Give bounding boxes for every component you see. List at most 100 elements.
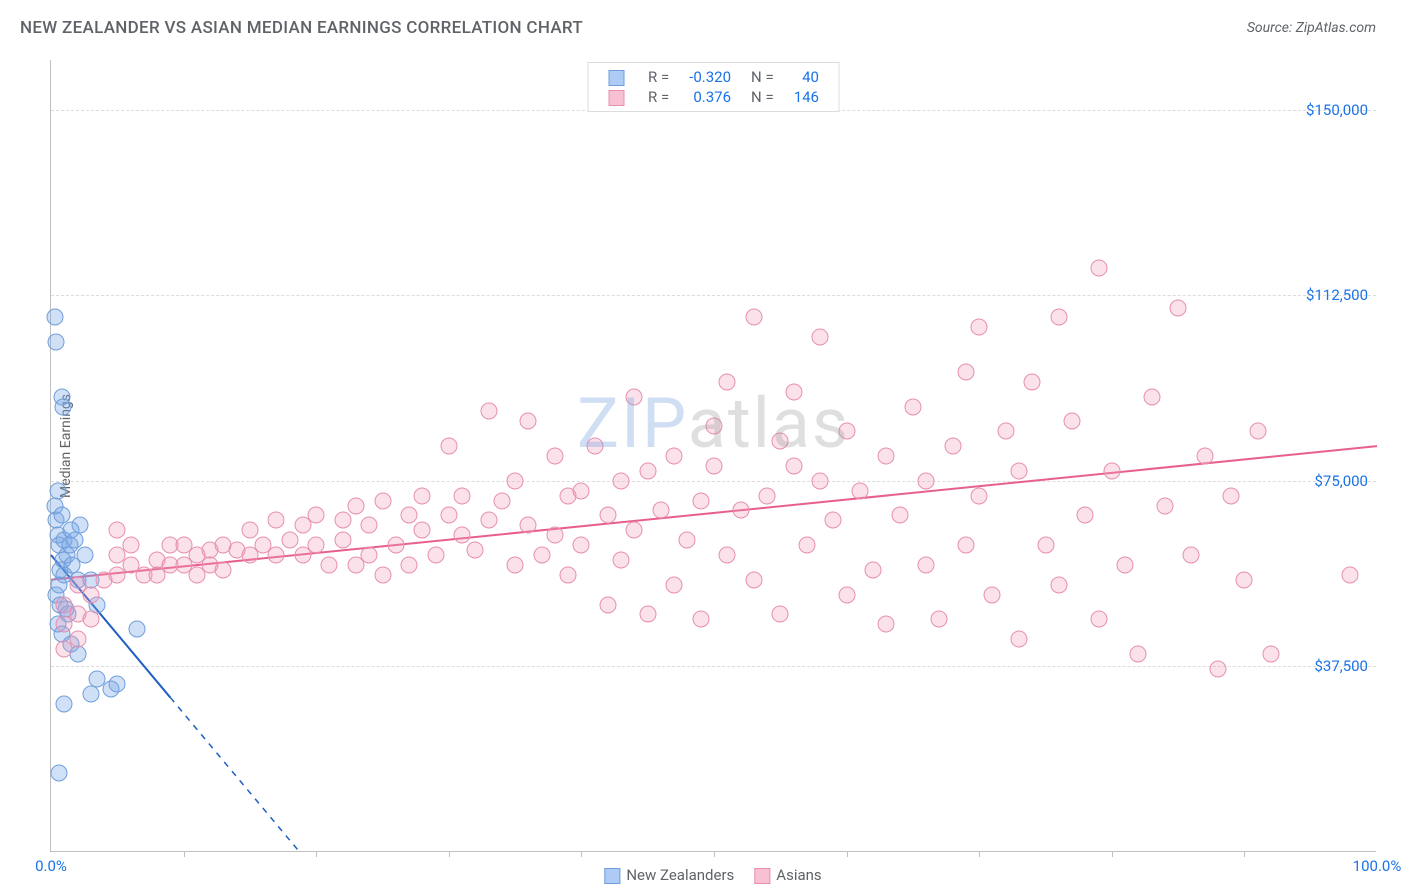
data-point: [308, 537, 325, 554]
data-point: [308, 507, 325, 524]
data-point: [838, 423, 855, 440]
data-point: [427, 547, 444, 564]
data-point: [626, 388, 643, 405]
data-point: [984, 586, 1001, 603]
data-point: [1223, 487, 1240, 504]
data-point: [334, 532, 351, 549]
data-point: [361, 547, 378, 564]
data-point: [944, 438, 961, 455]
data-point: [865, 561, 882, 578]
data-point: [49, 482, 66, 499]
data-point: [493, 492, 510, 509]
data-point: [56, 695, 73, 712]
data-point: [1143, 388, 1160, 405]
data-point: [480, 512, 497, 529]
data-point: [507, 556, 524, 573]
data-point: [546, 527, 563, 544]
data-point: [215, 561, 232, 578]
data-point: [241, 522, 258, 539]
data-point: [812, 329, 829, 346]
data-point: [573, 482, 590, 499]
data-point: [706, 418, 723, 435]
legend-row: R =0.376N =146: [598, 87, 829, 107]
data-point: [719, 547, 736, 564]
data-point: [401, 556, 418, 573]
data-point: [798, 537, 815, 554]
data-point: [1196, 448, 1213, 465]
data-point: [692, 492, 709, 509]
data-point: [878, 448, 895, 465]
data-point: [851, 482, 868, 499]
data-point: [1170, 299, 1187, 316]
data-point: [613, 551, 630, 568]
data-point: [281, 532, 298, 549]
data-point: [772, 606, 789, 623]
data-point: [520, 413, 537, 430]
data-point: [546, 448, 563, 465]
data-point: [971, 487, 988, 504]
data-point: [56, 641, 73, 658]
data-point: [109, 522, 126, 539]
data-point: [321, 556, 338, 573]
data-point: [480, 403, 497, 420]
data-point: [666, 576, 683, 593]
data-point: [1117, 556, 1134, 573]
data-point: [401, 507, 418, 524]
data-point: [334, 512, 351, 529]
data-point: [613, 472, 630, 489]
data-point: [573, 537, 590, 554]
data-point: [1050, 309, 1067, 326]
data-point: [639, 606, 656, 623]
data-point: [1090, 611, 1107, 628]
legend-label: New Zealanders: [626, 866, 734, 884]
data-point: [918, 472, 935, 489]
data-point: [440, 438, 457, 455]
data-point: [1130, 646, 1147, 663]
data-point: [69, 576, 86, 593]
trendlines: [51, 60, 1377, 852]
x-tick-label: 100.0%: [1353, 857, 1402, 875]
data-point: [414, 522, 431, 539]
legend-swatch: [604, 868, 620, 884]
data-point: [1010, 462, 1027, 479]
data-point: [891, 507, 908, 524]
data-point: [745, 309, 762, 326]
data-point: [46, 309, 63, 326]
data-point: [679, 532, 696, 549]
data-point: [759, 487, 776, 504]
data-point: [838, 586, 855, 603]
data-point: [374, 566, 391, 583]
data-point: [268, 512, 285, 529]
data-point: [1262, 646, 1279, 663]
data-point: [560, 566, 577, 583]
data-point: [918, 556, 935, 573]
data-point: [82, 611, 99, 628]
data-point: [772, 433, 789, 450]
source-label: Source: ZipAtlas.com: [1247, 20, 1376, 36]
data-point: [533, 547, 550, 564]
data-point: [48, 334, 65, 351]
data-point: [1236, 571, 1253, 588]
data-point: [706, 457, 723, 474]
legend-row: R =-0.320N =40: [598, 67, 829, 87]
data-point: [520, 517, 537, 534]
chart-title: NEW ZEALANDER VS ASIAN MEDIAN EARNINGS C…: [20, 18, 583, 38]
data-point: [77, 547, 94, 564]
correlation-legend: R =-0.320N =40R =0.376N =146: [587, 62, 840, 112]
data-point: [785, 457, 802, 474]
data-point: [692, 611, 709, 628]
series-legend: New ZealandersAsians: [584, 866, 821, 884]
data-point: [440, 507, 457, 524]
data-point: [54, 398, 71, 415]
data-point: [1090, 259, 1107, 276]
data-point: [785, 383, 802, 400]
data-point: [626, 522, 643, 539]
data-point: [50, 764, 67, 781]
data-point: [268, 547, 285, 564]
data-point: [1077, 507, 1094, 524]
data-point: [812, 472, 829, 489]
data-point: [1209, 660, 1226, 677]
data-point: [82, 685, 99, 702]
data-point: [957, 537, 974, 554]
data-point: [1024, 373, 1041, 390]
